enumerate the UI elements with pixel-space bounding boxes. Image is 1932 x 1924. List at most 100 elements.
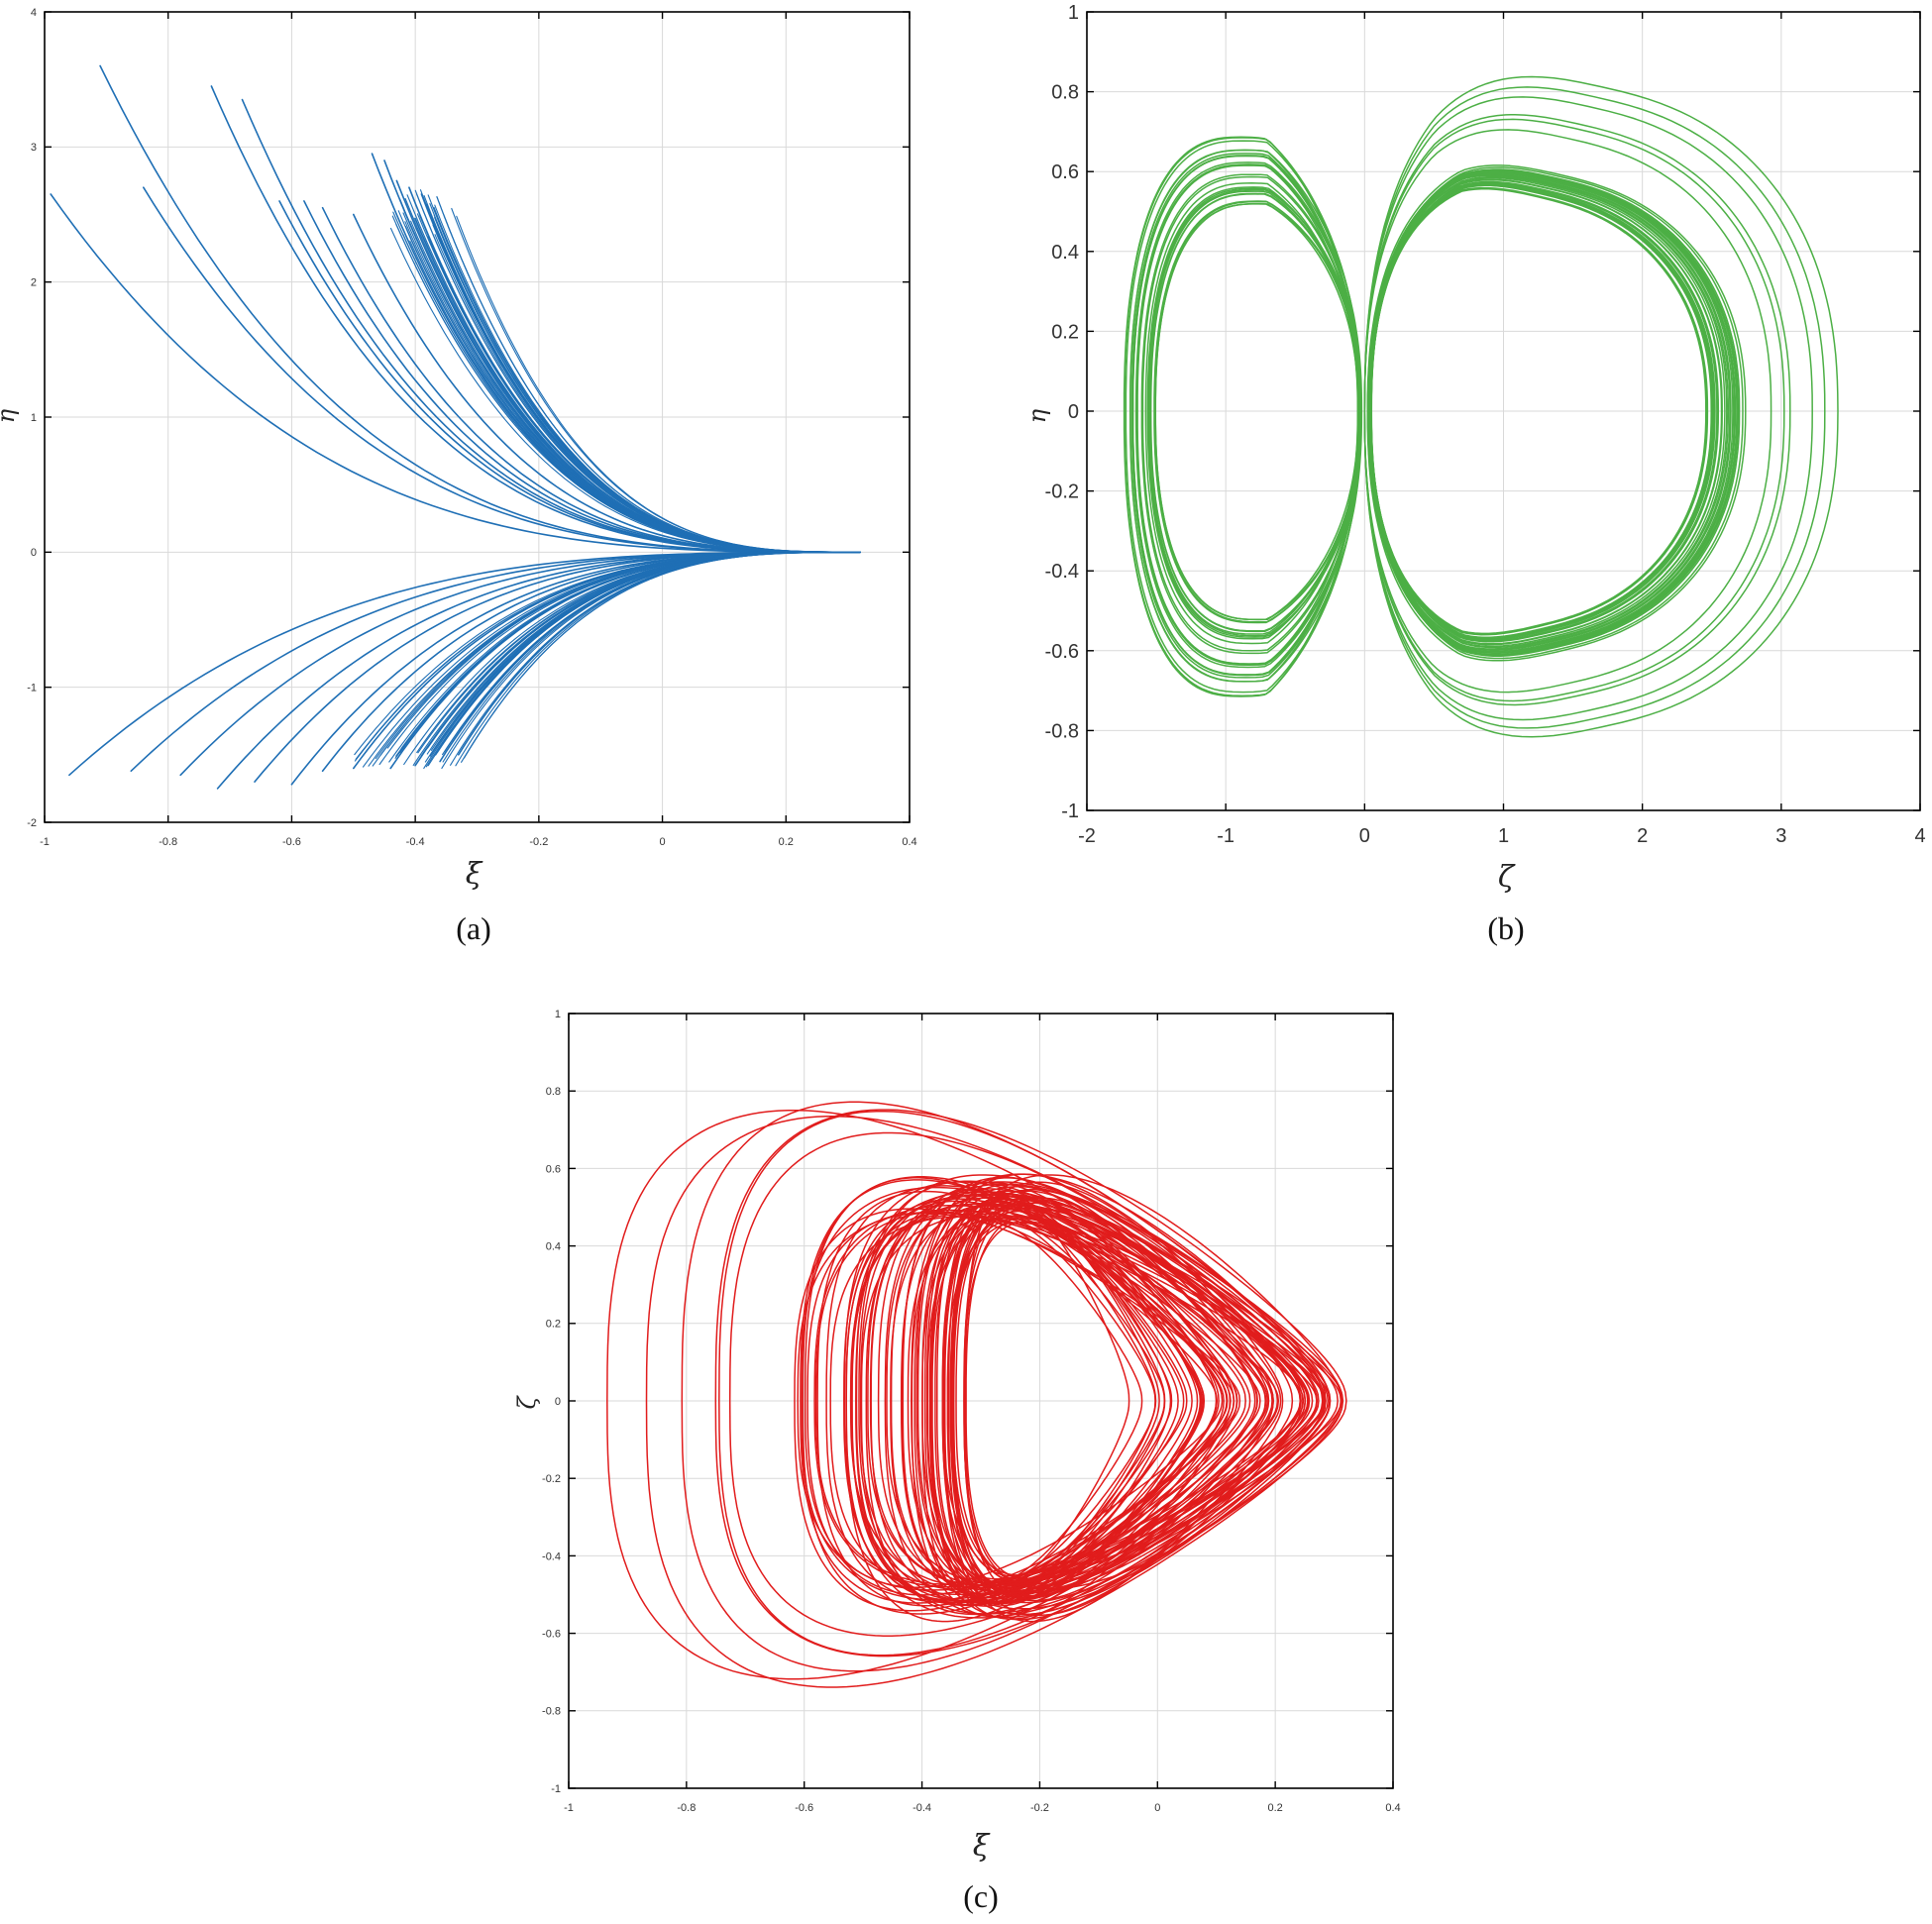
y-tick-label: 1 xyxy=(1068,2,1079,24)
trajectory-curve xyxy=(371,153,861,554)
series-c xyxy=(606,1101,1347,1688)
attractor-orbit xyxy=(877,1181,1339,1593)
trajectory-curve xyxy=(432,224,861,553)
y-tick-label: 1 xyxy=(31,412,37,424)
attractor-orbit xyxy=(814,1209,1325,1586)
series-b xyxy=(1123,75,1839,738)
y-tick-label: 0.4 xyxy=(546,1240,561,1252)
y-axis-label-a: η xyxy=(0,408,20,423)
attractor-orbit xyxy=(1131,155,1360,676)
y-tick-label: -0.4 xyxy=(542,1550,561,1562)
x-tick-label: 1 xyxy=(1498,825,1509,847)
x-tick-label: -0.2 xyxy=(1030,1802,1049,1814)
attractor-orbit xyxy=(1154,203,1359,621)
attractor-orbit xyxy=(943,1195,1172,1607)
attractor-orbit xyxy=(1147,188,1362,637)
x-tick-label: 0 xyxy=(1154,1802,1160,1814)
y-tick-label: -0.6 xyxy=(1045,641,1079,663)
trajectory-curve xyxy=(420,551,861,757)
trajectory-curve xyxy=(434,551,861,757)
attractor-orbit xyxy=(964,1196,1130,1580)
attractor-orbit xyxy=(923,1173,1294,1616)
attractor-orbit xyxy=(1367,186,1709,636)
attractor-orbit xyxy=(816,1190,1229,1607)
y-tick-label: -1 xyxy=(551,1783,561,1795)
y-tick-label: -0.4 xyxy=(1045,561,1079,583)
attractor-orbit xyxy=(867,1191,1314,1587)
y-tick-label: 0.6 xyxy=(1051,161,1079,183)
attractor-orbit xyxy=(865,1203,1274,1616)
y-tick-label: 0.4 xyxy=(1051,242,1079,264)
grid-b xyxy=(1087,12,1920,810)
caption-b: (b) xyxy=(1487,910,1524,946)
y-tick-label: 0.2 xyxy=(1051,321,1079,343)
x-tick-label: 4 xyxy=(1914,825,1925,847)
x-tick-label: -1 xyxy=(1217,825,1234,847)
panel-b: -2 -1 0 1 2 3 4 -1 -0.8 -0.6 -0.4 -0.2 0 0.2 0.4 0.6 0.8… xyxy=(1023,2,1926,946)
x-tick-label: -0.4 xyxy=(912,1802,931,1814)
attractor-orbit xyxy=(963,1221,1202,1597)
x-tick-label: 0.4 xyxy=(1385,1802,1400,1814)
trajectory-curve xyxy=(50,193,861,554)
ticks-c: -1 -0.8 -0.6 -0.4 -0.2 0 0.2 0.4 -1 -0.8 -0.6 -0.4 -… xyxy=(542,1009,1401,1814)
attractor-orbit xyxy=(1366,164,1747,662)
x-tick-label: -0.2 xyxy=(529,836,548,848)
attractor-orbit xyxy=(1367,168,1740,657)
trajectory-curve xyxy=(143,186,861,554)
y-tick-label: -0.6 xyxy=(542,1628,561,1640)
x-tick-label: -0.8 xyxy=(159,836,177,848)
x-tick-label: -0.8 xyxy=(677,1802,696,1814)
y-tick-label: 0 xyxy=(1068,401,1079,423)
attractor-orbit xyxy=(1370,173,1732,652)
attractor-orbit xyxy=(855,1200,1232,1603)
attractor-orbit xyxy=(916,1184,1258,1589)
y-tick-label: -0.2 xyxy=(542,1473,561,1485)
y-tick-label: -1 xyxy=(1061,801,1079,822)
attractor-orbit xyxy=(884,1183,1332,1619)
attractor-orbit xyxy=(845,1191,1344,1619)
attractor-orbit xyxy=(860,1213,1332,1615)
y-tick-label: 1 xyxy=(555,1009,561,1020)
y-axis-label-b: η xyxy=(1023,408,1051,423)
attractor-orbit xyxy=(952,1198,1199,1597)
trajectory-curve xyxy=(409,240,861,553)
x-tick-label: -0.6 xyxy=(282,836,301,848)
attractor-orbit xyxy=(936,1199,1157,1583)
attractor-orbit xyxy=(931,1217,1206,1605)
attractor-orbit xyxy=(1153,200,1361,624)
attractor-orbit xyxy=(1134,161,1361,669)
x-tick-label: -1 xyxy=(564,1802,574,1814)
attractor-orbit xyxy=(1141,175,1361,652)
trajectory-curve xyxy=(99,64,861,554)
attractor-orbit xyxy=(913,1186,1304,1621)
attractor-orbit xyxy=(794,1208,1235,1612)
x-tick-label: 2 xyxy=(1637,825,1648,847)
y-tick-label: 0.8 xyxy=(1051,82,1079,104)
panel-c: -1 -0.8 -0.6 -0.4 -0.2 0 0.2 0.4 -1 -0.8 -0.6 -0.4 -… xyxy=(513,1009,1401,1914)
x-tick-label: 0.2 xyxy=(779,836,794,848)
x-axis-label-b: ζ xyxy=(1498,860,1516,895)
y-tick-label: 2 xyxy=(31,277,37,289)
y-tick-label: 0 xyxy=(555,1396,561,1408)
x-axis-label-c: ξ xyxy=(973,1829,991,1864)
y-tick-label: -0.2 xyxy=(1045,481,1079,503)
trajectory-curve xyxy=(130,551,861,772)
attractor-orbit xyxy=(921,1210,1156,1607)
trajectory-curve xyxy=(442,551,861,756)
y-tick-label: 0.2 xyxy=(546,1319,561,1331)
grid-a xyxy=(45,12,910,822)
y-tick-label: 0.8 xyxy=(546,1086,561,1098)
trajectory-curve xyxy=(427,551,861,767)
x-tick-label: 0.4 xyxy=(902,836,916,848)
trajectory-curve xyxy=(210,85,861,554)
y-axis-label-c: ζ xyxy=(513,1395,541,1410)
attractor-orbit xyxy=(1366,184,1712,639)
trajectory-curve xyxy=(241,98,861,554)
attractor-orbit xyxy=(645,1115,1343,1688)
y-tick-label: -2 xyxy=(27,817,37,829)
y-tick-label: -0.8 xyxy=(1045,720,1079,742)
y-tick-label: 0.6 xyxy=(546,1163,561,1175)
